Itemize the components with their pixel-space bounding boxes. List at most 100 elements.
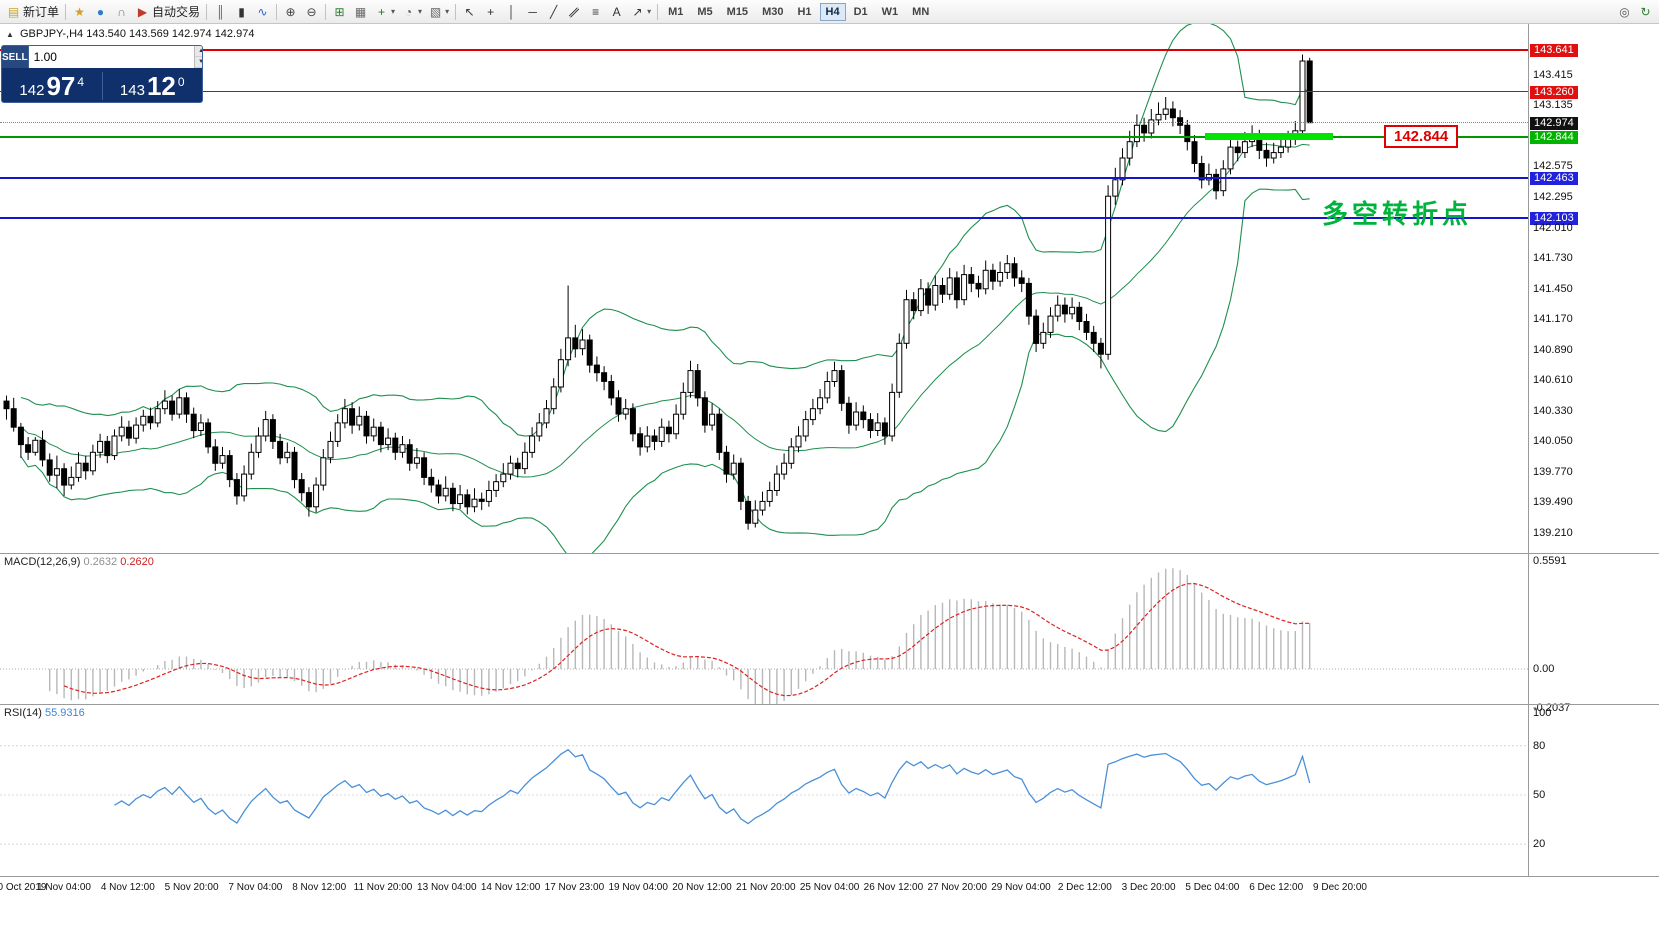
horizontal-level-line-143.641[interactable]	[0, 49, 1528, 51]
fibonacci-button[interactable]: ≡	[585, 2, 606, 22]
time-axis-label: 27 Nov 20:00	[927, 882, 987, 893]
turning-point-note[interactable]: 多空转折点	[1322, 199, 1473, 229]
toolbar-separator	[455, 3, 457, 20]
tile-windows-icon: ⊞	[334, 4, 345, 19]
price-axis-label: 141.170	[1533, 313, 1573, 326]
time-axis-label: 8 Nov 12:00	[292, 882, 347, 893]
community-button[interactable]: ●	[90, 2, 111, 22]
timeframe-d1-button[interactable]: D1	[853, 5, 868, 18]
trendline-button[interactable]: ╱	[543, 2, 564, 22]
periods-button[interactable]: ◔ ▾	[398, 2, 425, 22]
time-axis-label: 1 Nov 04:00	[37, 882, 91, 893]
horizontal-level-line-142.844[interactable]	[0, 136, 1528, 138]
horizontal-level-line-142.463[interactable]	[0, 177, 1528, 180]
timeframe-h1-button[interactable]: H1	[797, 5, 812, 18]
price-axis-label: 140.330	[1533, 404, 1573, 417]
ask-price[interactable]: 143 12 0	[103, 71, 203, 101]
sell-button[interactable]: SELL	[2, 46, 29, 68]
search-button[interactable]: ◎	[1614, 2, 1635, 22]
price-divider	[101, 72, 103, 100]
refresh-button[interactable]: ↻	[1635, 2, 1656, 22]
price-axis-label: 142.295	[1533, 190, 1573, 203]
price-tag-142844[interactable]: 142.844	[1384, 125, 1459, 148]
templates-button[interactable]: ▧ ▾	[425, 2, 452, 22]
fibonacci-icon: ≡	[592, 4, 600, 19]
chart-window: ▲ GBPJPY-,H4 143.540 143.569 142.974 142…	[0, 24, 1659, 947]
equidistant-channel-icon: ∥	[567, 4, 582, 19]
price-axis-label: 142.575	[1533, 160, 1573, 173]
line-chart-button[interactable]: ∿	[252, 2, 273, 22]
signals-button[interactable]: ★	[69, 2, 90, 22]
pane-separator[interactable]	[0, 553, 1659, 554]
new-order-button[interactable]: ▤ 新订单	[3, 2, 62, 22]
macd-histogram	[49, 568, 1311, 704]
tile-windows-button[interactable]: ⊞	[329, 2, 350, 22]
ask-pipette: 0	[177, 75, 185, 89]
horizontal-line-button[interactable]: ─	[522, 2, 543, 22]
support-button[interactable]: ∩	[111, 2, 132, 22]
horizontal-level-line-142.103[interactable]	[0, 216, 1528, 219]
price-axis-label: 139.210	[1533, 526, 1573, 539]
rsi-axis-label: 80	[1533, 739, 1546, 752]
crosshair-icon: +	[487, 4, 495, 19]
time-axis-label: 20 Nov 12:00	[672, 882, 732, 893]
candlestick-chart-button[interactable]: ▮	[231, 2, 252, 22]
timeframe-m1-button[interactable]: M1	[668, 5, 684, 18]
price-axis-label: 143.641	[1530, 44, 1578, 57]
equidistant-channel-button[interactable]: ∥	[564, 2, 585, 22]
macd-pane[interactable]: MACD(12,26,9) 0.2632 0.2620	[0, 554, 1528, 704]
caret-down-icon: ▾	[418, 7, 423, 16]
timeframe-m5-button[interactable]: M5	[697, 5, 713, 18]
price-axis-label: 141.450	[1533, 282, 1573, 295]
macd-chart	[0, 568, 1528, 704]
timeframe-m15-button[interactable]: M15	[726, 5, 749, 18]
price-axis-label: 142.844	[1530, 130, 1578, 144]
rsi-value: 55.9316	[44, 707, 85, 719]
timeframe-m30-button[interactable]: M30	[762, 5, 784, 18]
trendline-icon: ╱	[549, 4, 558, 19]
timeframe-w1-button[interactable]: W1	[881, 5, 899, 18]
auto-trading-label: 自动交易	[152, 5, 201, 19]
rsi-pane[interactable]: RSI(14) 55.9316	[0, 705, 1528, 876]
support-icon: ∩	[117, 4, 126, 19]
support-highlight-segment[interactable]	[1205, 133, 1333, 141]
volume-increase-button[interactable]: ▲	[194, 46, 202, 57]
bid-pipette: 4	[77, 75, 85, 89]
auto-trading-button[interactable]: ▶ 自动交易	[132, 2, 203, 22]
auto-arrange-button[interactable]: ▦	[350, 2, 371, 22]
time-axis-label: 2 Dec 12:00	[1057, 882, 1112, 893]
crosshair-button[interactable]: +	[480, 2, 501, 22]
price-axis-label: 143.415	[1533, 68, 1573, 81]
main-chart-pane[interactable]: ▲ GBPJPY-,H4 143.540 143.569 142.974 142…	[0, 24, 1528, 553]
timeframe-h4-button[interactable]: H4	[819, 2, 846, 21]
refresh-icon: ↻	[1640, 4, 1651, 19]
right-price-axis[interactable]: 143.641 143.415 143.260 143.135 142.974 142.8…	[1529, 24, 1659, 877]
time-axis-label: 29 Nov 04:00	[991, 882, 1051, 893]
zoom-out-button[interactable]: ⊖	[301, 2, 322, 22]
time-axis-label: 21 Nov 20:00	[736, 882, 796, 893]
caret-down-icon: ▾	[647, 7, 652, 16]
vertical-line-button[interactable]: │	[501, 2, 522, 22]
volume-input[interactable]	[28, 46, 194, 68]
cursor-button[interactable]: ↖	[459, 2, 480, 22]
zoom-in-button[interactable]: ⊕	[280, 2, 301, 22]
current-price-line[interactable]	[0, 122, 1528, 124]
periods-icon: ◔	[404, 4, 413, 19]
price-axis-label: 139.490	[1533, 496, 1573, 509]
time-axis-label: 30 Oct 2019	[0, 882, 47, 893]
pane-separator[interactable]	[0, 704, 1659, 705]
horizontal-line-icon: ─	[528, 4, 537, 19]
bid-price[interactable]: 142 97 4	[2, 71, 102, 101]
timeframe-mn-button[interactable]: MN	[912, 5, 930, 18]
collapse-arrow-icon[interactable]: ▲	[6, 30, 14, 39]
horizontal-level-line-143.26[interactable]	[0, 90, 1528, 93]
price-axis-label: 142.010	[1533, 221, 1573, 234]
bollinger-upper-band	[20, 24, 1310, 437]
volume-decrease-button[interactable]: ▼	[194, 57, 202, 68]
arrows-button[interactable]: ↗ ▾	[627, 2, 654, 22]
bar-chart-button[interactable]: ║	[210, 2, 231, 22]
text-label-button[interactable]: A	[606, 2, 627, 22]
indicators-button[interactable]: + ▾	[371, 2, 398, 22]
